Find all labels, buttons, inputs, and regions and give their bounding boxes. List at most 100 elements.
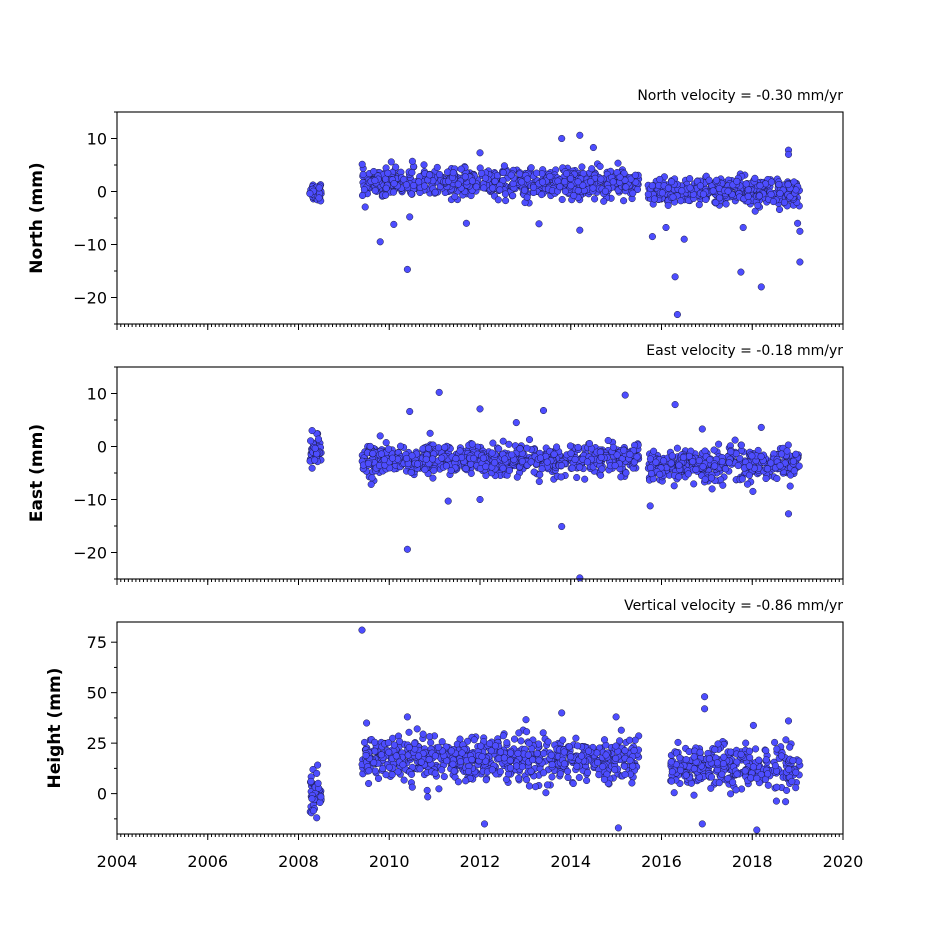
data-point (711, 462, 719, 470)
data-point (365, 767, 373, 775)
data-point (584, 768, 592, 777)
data-point (544, 738, 552, 746)
data-point (560, 760, 568, 768)
data-point (658, 189, 666, 197)
data-point (438, 454, 446, 462)
data-point (477, 742, 485, 750)
data-point (574, 178, 582, 186)
data-point (364, 459, 372, 467)
outlier-point (737, 268, 745, 276)
data-point (539, 178, 547, 186)
data-point (690, 753, 698, 761)
data-point (753, 774, 761, 782)
data-point (604, 436, 612, 445)
outlier-point (535, 220, 543, 228)
data-point (408, 770, 416, 778)
data-point (705, 755, 713, 763)
data-point (620, 446, 628, 454)
outlier-point (558, 134, 566, 143)
data-point (527, 164, 535, 172)
data-point (748, 452, 756, 460)
data-point (707, 474, 715, 482)
data-point (601, 187, 609, 195)
data-point (650, 195, 658, 203)
data-point (533, 169, 541, 177)
data-point (506, 764, 514, 772)
data-point (792, 768, 800, 776)
data-point (622, 183, 630, 191)
data-point (609, 443, 617, 451)
data-point (621, 770, 629, 778)
data-point (752, 745, 760, 753)
data-point (425, 755, 433, 764)
data-point (738, 475, 746, 483)
data-point (495, 445, 503, 453)
data-point (792, 450, 800, 458)
data-point (575, 773, 583, 782)
data-point (435, 785, 443, 793)
data-point (724, 187, 732, 195)
data-point (589, 184, 597, 192)
outlier-point (796, 227, 804, 235)
outlier-point (662, 223, 670, 232)
data-point (550, 450, 558, 458)
data-point (573, 473, 581, 482)
data-point (595, 771, 603, 779)
data-point (382, 771, 390, 779)
data-point (384, 169, 392, 177)
data-point (447, 747, 455, 755)
data-point (742, 180, 750, 188)
data-point (421, 182, 429, 190)
outlier-point (358, 626, 366, 634)
data-point (769, 198, 777, 206)
data-point (771, 762, 779, 770)
data-point (548, 761, 556, 769)
data-point (488, 766, 496, 774)
data-point (531, 783, 540, 791)
data-point (743, 480, 752, 488)
data-point (686, 175, 694, 183)
data-point (456, 447, 464, 455)
data-point (382, 191, 390, 199)
y-tick-label: 50 (87, 684, 107, 703)
outlier-point (757, 283, 765, 291)
data-point (598, 465, 606, 473)
outlier-point (558, 709, 566, 717)
data-point (692, 465, 700, 474)
data-point (389, 188, 398, 196)
data-point (431, 188, 439, 196)
data-point (366, 442, 374, 450)
data-point (722, 465, 730, 473)
data-point (650, 447, 658, 455)
data-point (382, 439, 390, 447)
data-point (527, 458, 535, 466)
data-point (668, 452, 676, 460)
data-point (696, 182, 704, 190)
data-point (786, 482, 794, 490)
data-point (647, 470, 656, 478)
data-point (733, 177, 741, 185)
data-point (388, 454, 397, 462)
x-tick-label: 2018 (732, 852, 773, 871)
y-tick-label: 75 (87, 633, 107, 652)
data-point (478, 753, 486, 761)
panel-height: Vertical velocity = -0.86 mm/yr Height (… (45, 598, 863, 871)
ticks-north: 10 0 −10 −20 (73, 111, 844, 330)
data-point (514, 749, 522, 757)
data-point (613, 451, 621, 459)
plot-frame-east (116, 366, 844, 580)
data-point (716, 194, 724, 202)
data-point (764, 770, 772, 778)
data-point (572, 734, 580, 742)
data-point (674, 738, 682, 746)
data-point (308, 795, 316, 803)
data-point (782, 798, 790, 806)
data-point (454, 778, 462, 786)
outlier-point (308, 464, 316, 472)
data-point (773, 745, 781, 753)
data-point (513, 473, 521, 481)
data-point (682, 756, 690, 764)
data-point (660, 457, 668, 465)
data-point (407, 190, 416, 198)
data-point (749, 487, 757, 495)
